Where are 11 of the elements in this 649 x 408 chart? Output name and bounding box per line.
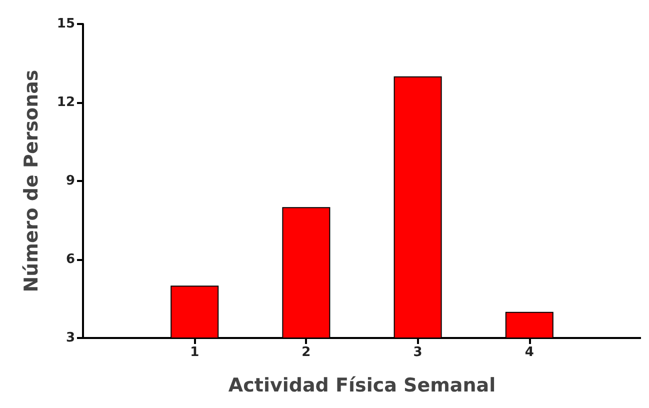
y-axis-title: Número de Personas	[20, 70, 42, 292]
x-axis-title: Actividad Física Semanal	[228, 374, 496, 396]
y-tick-label: 15	[56, 16, 75, 32]
x-tick-label: 3	[413, 345, 422, 360]
y-tick-label: 12	[56, 95, 75, 110]
y-tick-label: 9	[66, 174, 75, 188]
x-tick-label: 2	[302, 345, 311, 360]
y-tick-label: 6	[66, 252, 75, 267]
y-tick-label: 3	[66, 330, 75, 346]
x-tick-label: 1	[190, 345, 200, 360]
x-tick-label: 4	[524, 345, 534, 360]
